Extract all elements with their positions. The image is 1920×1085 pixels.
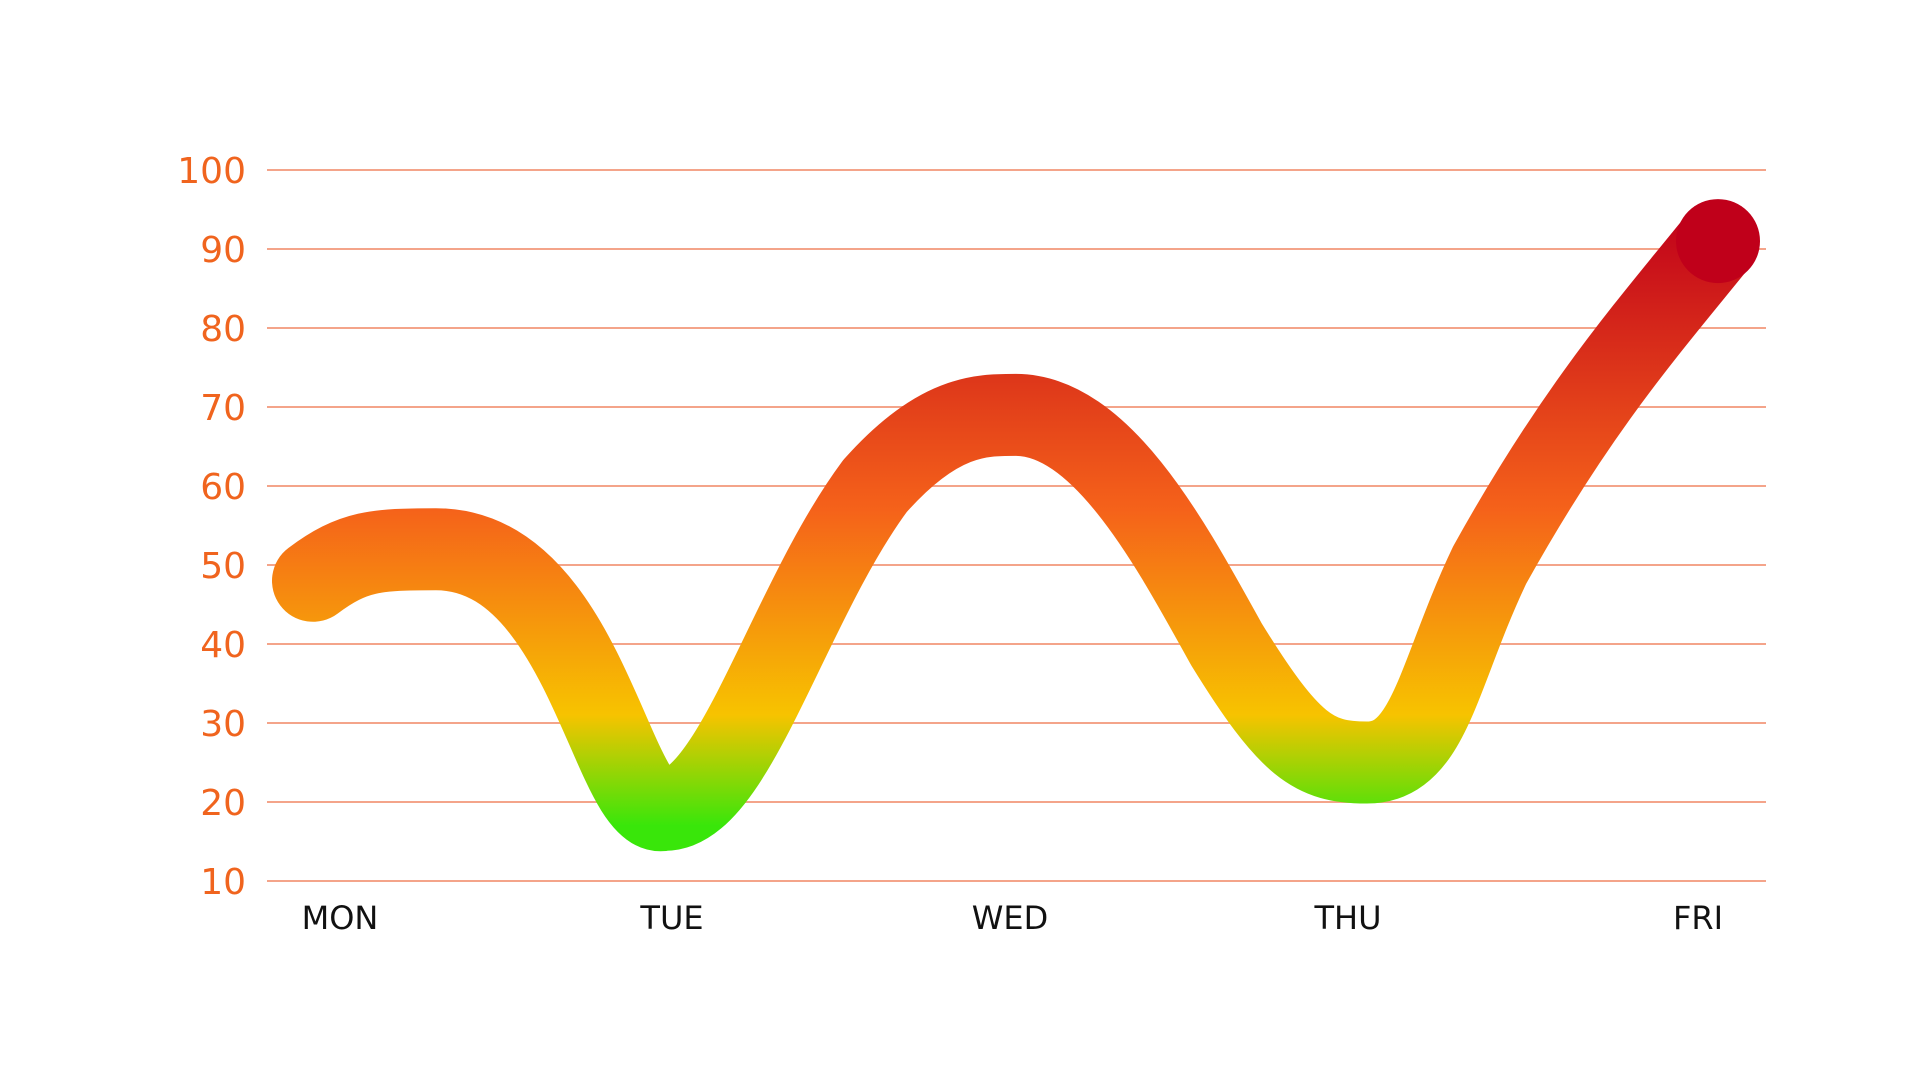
data-point-fri <box>1676 199 1760 284</box>
y-tick-label: 30 <box>200 704 246 745</box>
x-tick-label-mon: MON <box>302 899 379 937</box>
x-tick-label-tue: TUE <box>639 899 703 937</box>
series-line <box>272 200 1759 851</box>
series-group <box>272 199 1760 851</box>
y-axis-labels: 100 90 80 70 60 50 40 30 20 10 <box>177 151 246 903</box>
x-tick-label-thu: THU <box>1313 899 1381 937</box>
x-tick-label-fri: FRI <box>1673 899 1723 937</box>
y-tick-label: 10 <box>200 862 246 903</box>
y-tick-label: 40 <box>200 625 246 666</box>
y-tick-label: 20 <box>200 783 246 824</box>
y-tick-label: 70 <box>200 388 246 429</box>
x-axis-labels: MON TUE WED THU FRI <box>302 899 1723 937</box>
y-tick-label: 100 <box>177 151 246 192</box>
y-tick-label: 50 <box>200 546 246 587</box>
y-tick-label: 60 <box>200 467 246 508</box>
x-tick-label-wed: WED <box>972 899 1049 937</box>
y-tick-label: 90 <box>200 230 246 271</box>
y-tick-label: 80 <box>200 309 246 350</box>
